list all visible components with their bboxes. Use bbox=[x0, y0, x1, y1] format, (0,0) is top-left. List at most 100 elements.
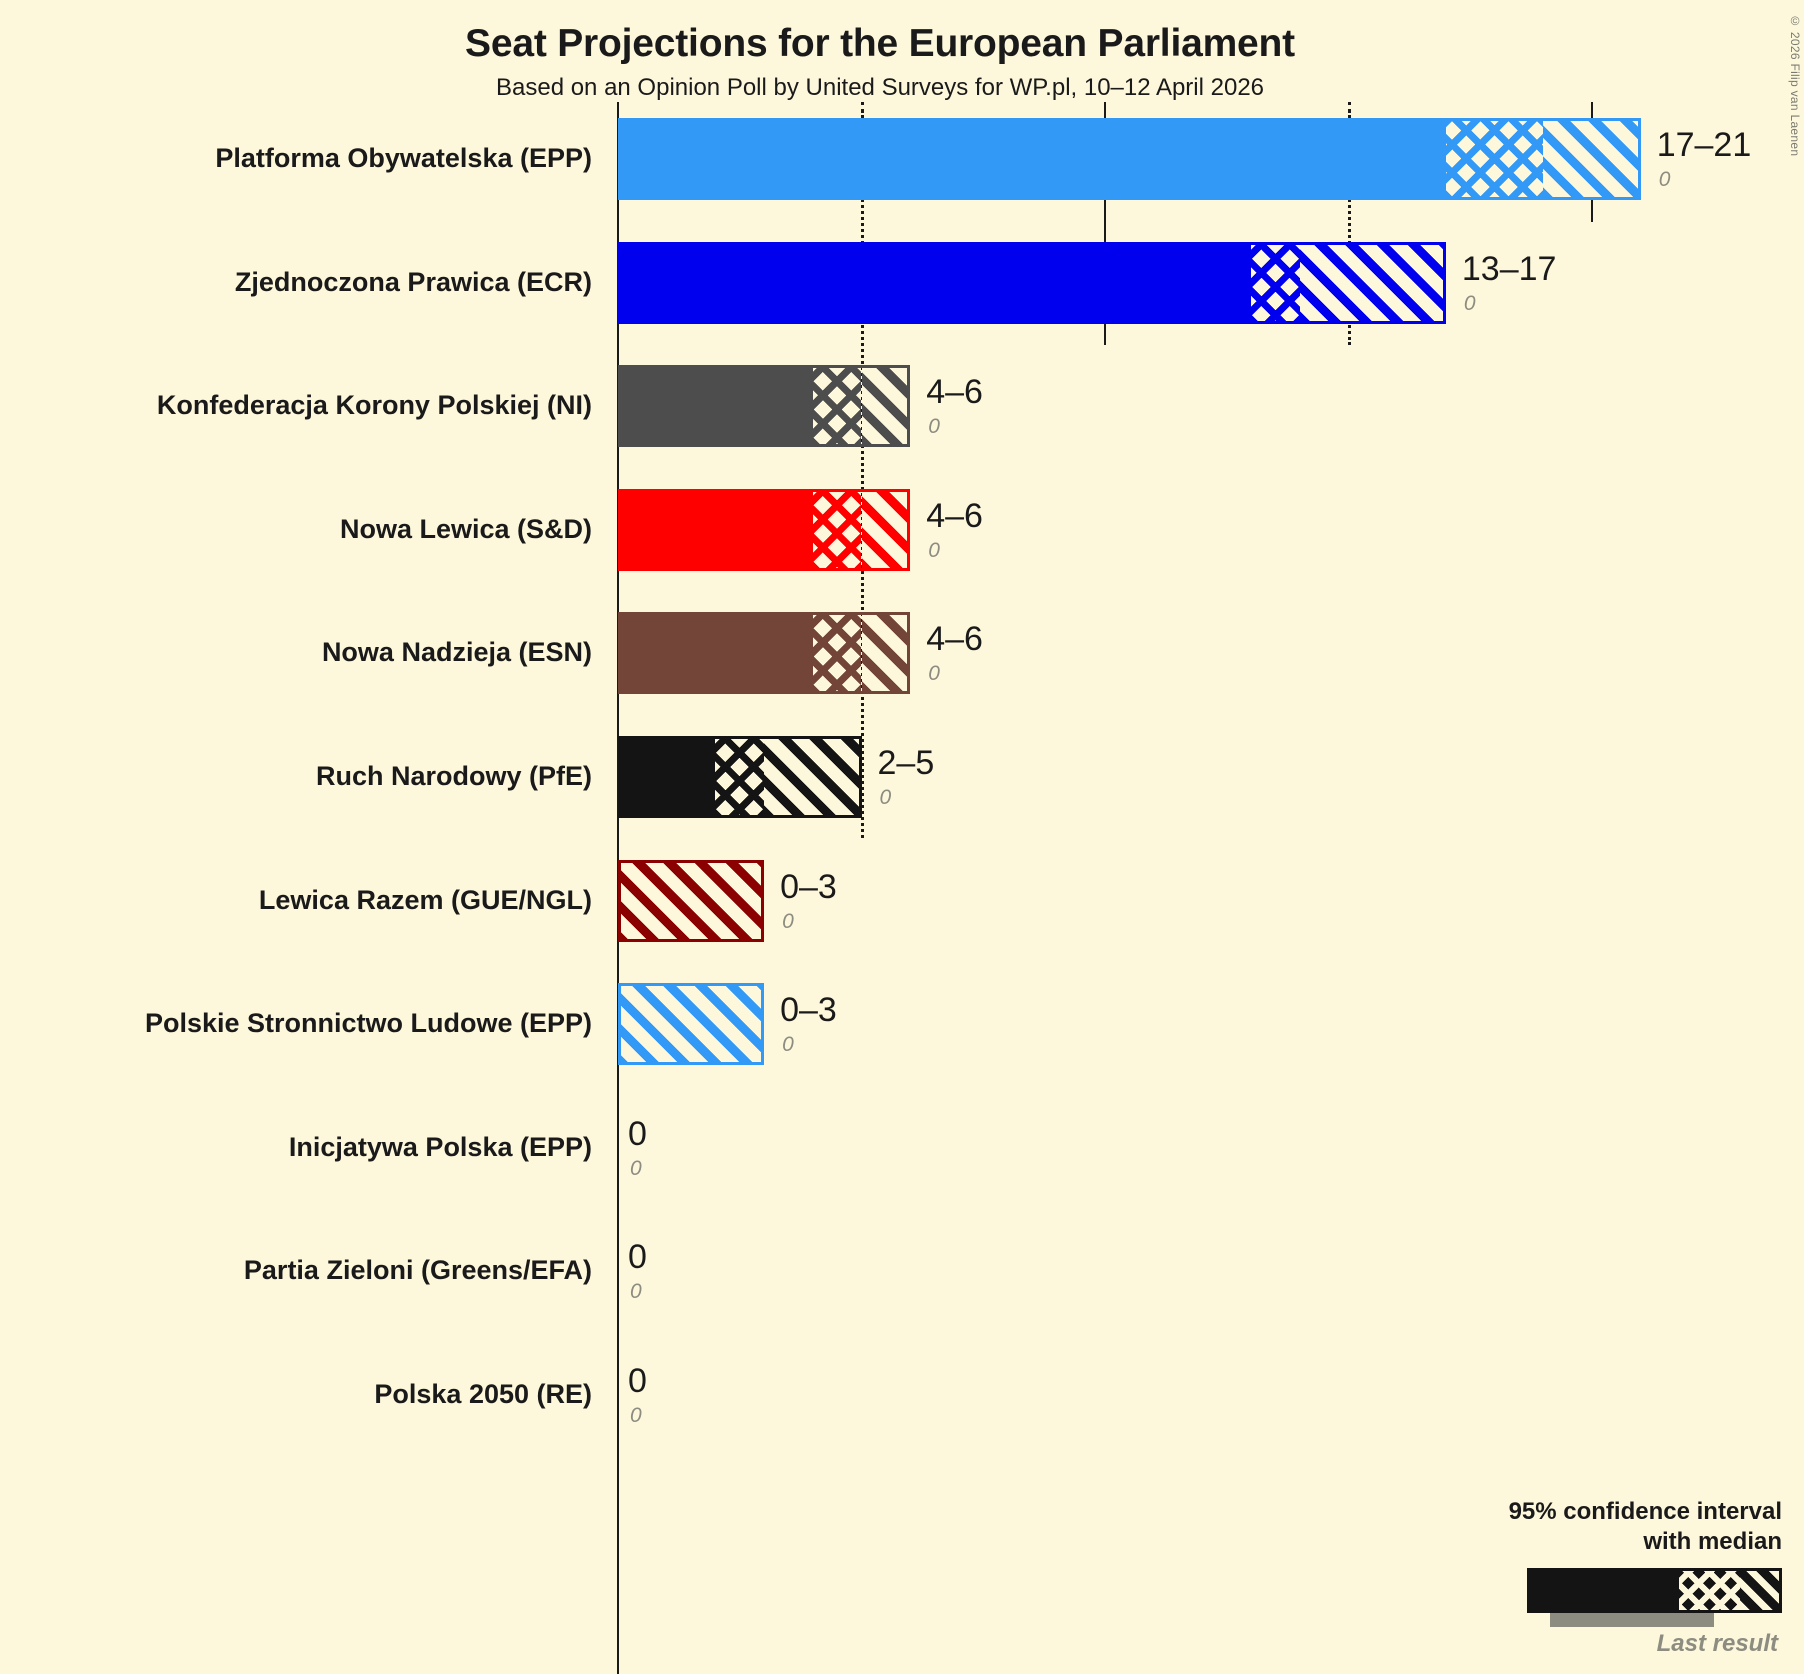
row-label-10: Polska 2050 (RE) bbox=[374, 1379, 592, 1409]
row-label-2: Konfederacja Korony Polskiej (NI) bbox=[156, 390, 592, 421]
bar-3[interactable] bbox=[618, 488, 911, 571]
row-last-result-5: 0 bbox=[879, 786, 892, 809]
legend: 95% confidence interval with median Last… bbox=[1422, 1497, 1782, 1658]
gridline-15 bbox=[1347, 110, 1351, 345]
chart-row: Inicjatywa Polska (EPP) 0 0 bbox=[0, 1107, 1804, 1189]
row-last-result-10: 0 bbox=[630, 1404, 642, 1427]
legend-last-result-label: Last result bbox=[1656, 1630, 1778, 1657]
axis-tick-20 bbox=[1591, 102, 1593, 112]
axis-tick-15 bbox=[1347, 102, 1351, 112]
row-last-result-6: 0 bbox=[782, 909, 794, 933]
copyright-notice: © 2026 Filip van Laenen bbox=[1788, 14, 1802, 157]
row-label-7: Polskie Stronnictwo Ludowe (EPP) bbox=[144, 1008, 592, 1039]
row-last-result-1: 0 bbox=[1463, 291, 1476, 315]
axis-tick-5 bbox=[860, 102, 864, 112]
bar-6[interactable] bbox=[618, 859, 765, 942]
bar-segment-upper-hatch bbox=[764, 736, 862, 818]
bar-4[interactable] bbox=[618, 612, 911, 695]
row-value-9: 0 bbox=[628, 1238, 647, 1277]
row-label-5: Ruch Narodowy (PfE) bbox=[315, 761, 592, 791]
row-label-9: Partia Zieloni (Greens/EFA) bbox=[243, 1255, 592, 1286]
row-value-7: 0–3 bbox=[780, 991, 837, 1030]
bar-segment-upper-hatch bbox=[618, 983, 765, 1066]
bar-0[interactable] bbox=[618, 118, 1641, 200]
chart-row: Lewica Razem (GUE/NGL) 0–3 0 bbox=[0, 859, 1804, 942]
page-subtitle: Based on an Opinion Poll by United Surve… bbox=[495, 74, 1265, 101]
row-last-result-7: 0 bbox=[782, 1033, 794, 1057]
row-last-result-8: 0 bbox=[630, 1156, 642, 1180]
row-value-0: 17–21 bbox=[1656, 126, 1752, 164]
bar-outline bbox=[618, 118, 1641, 200]
row-value-2: 4–6 bbox=[926, 373, 983, 412]
axis-tick-0 bbox=[617, 102, 619, 112]
row-label-1: Zjednoczona Prawica (ECR) bbox=[234, 266, 592, 297]
bar-outline bbox=[618, 859, 765, 942]
bar-outline bbox=[618, 488, 911, 571]
row-label-3: Nowa Lewica (S&D) bbox=[339, 513, 592, 544]
chart-row: Polskie Stronnictwo Ludowe (EPP) 0–3 0 bbox=[0, 983, 1804, 1066]
bar-outline bbox=[618, 365, 911, 448]
bar-segment-lower-bound bbox=[618, 488, 813, 571]
chart-row: Konfederacja Korony Polskiej (NI) 4–6 0 bbox=[0, 365, 1804, 448]
row-label-4: Nowa Nadzieja (ESN) bbox=[321, 637, 592, 668]
legend-sample-bar bbox=[1527, 1568, 1782, 1613]
bar-outline bbox=[618, 241, 1446, 324]
bar-segment-median-crosshatch bbox=[812, 612, 862, 695]
legend-line-2: with median bbox=[1643, 1527, 1782, 1555]
row-last-result-0: 0 bbox=[1658, 168, 1671, 191]
bar-segment-median-crosshatch bbox=[812, 488, 862, 571]
bar-segment-lower-bound bbox=[618, 365, 813, 448]
axis-tick-10 bbox=[1104, 102, 1106, 112]
gridline-10 bbox=[1104, 110, 1106, 345]
bar-5[interactable] bbox=[618, 736, 862, 818]
bar-segment-lower-bound bbox=[618, 241, 1252, 324]
chart-row: Polska 2050 (RE) 0 0 bbox=[0, 1354, 1804, 1436]
bar-segment-upper-hatch bbox=[618, 859, 765, 942]
row-value-6: 0–3 bbox=[780, 867, 837, 906]
bar-segment-lower-bound bbox=[618, 736, 716, 818]
legend-upper-hatch bbox=[1740, 1571, 1779, 1610]
chart-row: Nowa Nadzieja (ESN) 4–6 0 bbox=[0, 612, 1804, 695]
row-value-4: 4–6 bbox=[926, 620, 983, 659]
bar-outline bbox=[618, 612, 911, 695]
row-last-result-3: 0 bbox=[928, 538, 940, 562]
row-last-result-2: 0 bbox=[928, 415, 940, 439]
bar-segment-upper-hatch bbox=[861, 365, 911, 448]
chart-row: Platforma Obywatelska (EPP) 17–21 0 bbox=[0, 118, 1804, 200]
bar-segment-upper-hatch bbox=[861, 612, 911, 695]
bar-segment-median-crosshatch bbox=[715, 736, 765, 818]
bar-outline bbox=[618, 983, 765, 1066]
row-value-3: 4–6 bbox=[926, 496, 983, 535]
row-label-0: Platforma Obywatelska (EPP) bbox=[215, 143, 592, 173]
legend-line-1: 95% confidence interval bbox=[1508, 1498, 1782, 1526]
row-value-10: 0 bbox=[628, 1362, 647, 1400]
bar-segment-upper-hatch bbox=[861, 488, 911, 571]
legend-median-crosshatch bbox=[1679, 1571, 1741, 1610]
row-label-8: Inicjatywa Polska (EPP) bbox=[288, 1131, 592, 1162]
row-value-1: 13–17 bbox=[1461, 249, 1557, 288]
chart-row: Nowa Lewica (S&D) 4–6 0 bbox=[0, 488, 1804, 571]
bar-7[interactable] bbox=[618, 983, 765, 1066]
chart-row: Zjednoczona Prawica (ECR) 13–17 0 bbox=[0, 241, 1804, 324]
row-value-5: 2–5 bbox=[877, 744, 935, 782]
bar-segment-upper-hatch bbox=[1543, 118, 1641, 200]
chart-row: Partia Zieloni (Greens/EFA) 0 0 bbox=[0, 1230, 1804, 1312]
bar-outline bbox=[618, 736, 862, 818]
bar-segment-median-crosshatch bbox=[1445, 118, 1544, 200]
row-last-result-4: 0 bbox=[928, 662, 940, 686]
row-last-result-9: 0 bbox=[630, 1280, 642, 1304]
bar-segment-lower-bound bbox=[618, 612, 813, 695]
chart-row: Ruch Narodowy (PfE) 2–5 0 bbox=[0, 736, 1804, 818]
bar-2[interactable] bbox=[618, 365, 911, 448]
page-title: Seat Projections for the European Parlia… bbox=[465, 22, 1295, 65]
bar-segment-median-crosshatch bbox=[1251, 241, 1300, 324]
row-label-6: Lewica Razem (GUE/NGL) bbox=[258, 884, 592, 915]
legend-last-result-bar bbox=[1550, 1613, 1714, 1627]
gridline-5 bbox=[860, 110, 864, 838]
row-value-8: 0 bbox=[628, 1114, 647, 1153]
bar-segment-upper-hatch bbox=[1299, 241, 1446, 324]
bar-segment-lower-bound bbox=[618, 118, 1446, 200]
bar-1[interactable] bbox=[618, 241, 1446, 324]
